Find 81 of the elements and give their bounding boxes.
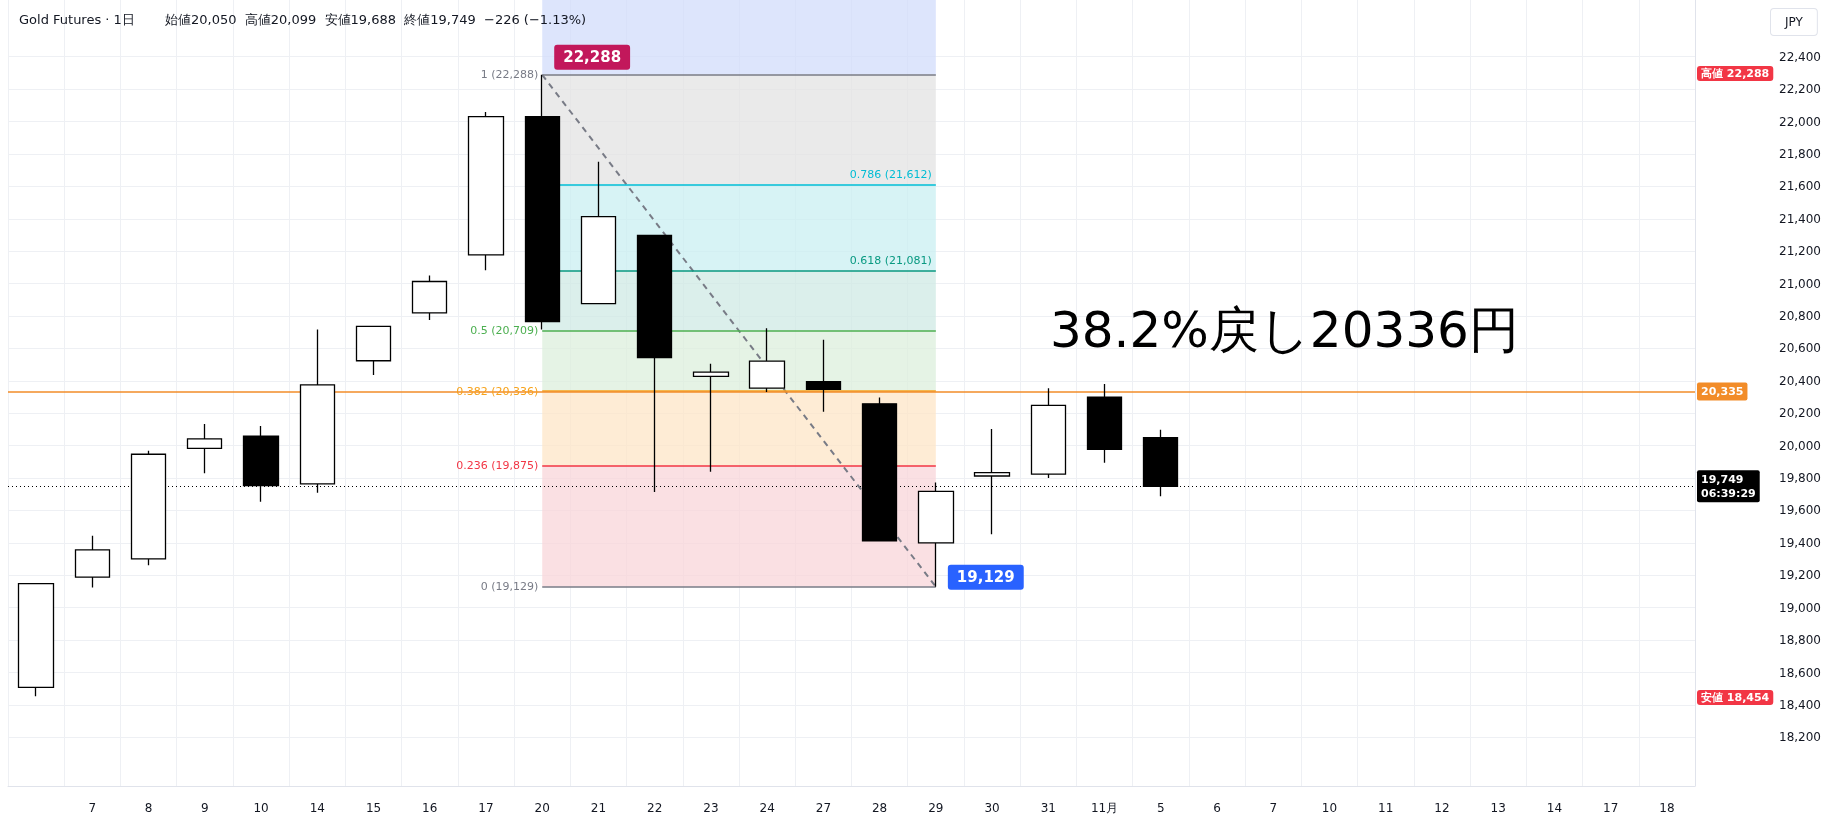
x-tick-label: 23	[703, 801, 719, 815]
candlestick	[580, 161, 617, 305]
text: Gold Futures · 1日	[19, 12, 135, 27]
candlestick	[130, 450, 167, 566]
y-tick-label: 22,000	[1779, 114, 1821, 129]
x-tick-label: 17	[478, 801, 494, 815]
text: 安値 18,454	[1701, 691, 1770, 704]
y-tick-label: 19,000	[1779, 600, 1821, 615]
x-tick-label: 12	[1434, 801, 1450, 815]
x-tick-label: 14	[1546, 801, 1563, 815]
x-tick-label: 6	[1213, 801, 1221, 815]
text: 高値 22,288	[1701, 67, 1770, 80]
x-tick-label: 31	[1040, 801, 1056, 815]
y-tick-label: 18,600	[1779, 665, 1821, 680]
x-tick-label: 10	[1321, 801, 1338, 815]
x-tick-label: 28	[871, 801, 888, 815]
candlestick	[1142, 428, 1179, 497]
ref-line-label: 0 (19,129)	[480, 580, 539, 594]
candlestick	[692, 363, 730, 473]
x-tick-label: 13	[1490, 801, 1506, 815]
candlestick	[1030, 387, 1067, 479]
y-tick-label: 18,800	[1779, 633, 1821, 648]
x-tick-label: 11月	[1090, 801, 1119, 815]
text: 始値20,050 高値20,099 安値19,688 終値19,749 −226 (−1.13%)	[165, 12, 587, 27]
x-tick-label: 18	[1659, 801, 1675, 815]
y-tick-label: 20,200	[1779, 406, 1821, 421]
x-tick-label: 29	[928, 801, 944, 815]
x-tick-label: 14	[309, 801, 325, 815]
candlestick	[1086, 383, 1123, 464]
x-tick-label: 30	[984, 801, 1000, 815]
y-tick-label: 21,600	[1779, 179, 1821, 194]
x-tick-label: 27	[815, 801, 832, 815]
y-tick-label: 19,800	[1779, 471, 1821, 486]
ref-line-label: 20,335	[1701, 384, 1744, 398]
x-tick-label: 24	[759, 801, 775, 815]
x-tick-label: 17	[1603, 801, 1619, 815]
x-tick-label: 22	[647, 801, 663, 815]
y-tick-label: 19,400	[1779, 535, 1821, 550]
x-tick-label: 5	[1156, 801, 1165, 815]
y-tick-label: 21,200	[1779, 244, 1821, 259]
ref-line-label: 0.618 (21,081)	[849, 254, 932, 268]
x-tick-label: 15	[365, 801, 382, 815]
y-tick-label: 18,400	[1779, 697, 1821, 712]
ref-line-label: 19,749 06:39:29	[1701, 472, 1756, 500]
candlestick	[17, 582, 55, 697]
x-tick-label: 10	[253, 801, 269, 815]
candlestick	[355, 325, 392, 376]
y-tick-label: 21,400	[1779, 211, 1821, 226]
x-tick-label: 7	[88, 801, 97, 815]
y-tick-label: 20,600	[1779, 341, 1821, 356]
y-tick-label: 20,800	[1779, 309, 1821, 324]
x-tick-label: 20	[534, 801, 550, 815]
y-tick-label: 19,600	[1779, 503, 1821, 518]
y-tick-label: 21,000	[1779, 276, 1821, 291]
candlestick	[805, 339, 842, 413]
y-tick-label: 22,400	[1779, 49, 1821, 64]
annotation: 22,288	[563, 48, 622, 67]
y-tick-label: 20,000	[1779, 438, 1821, 453]
annotation: 19,129	[956, 568, 1015, 587]
ref-line-label: 0.236 (19,875)	[456, 459, 539, 473]
candlestick	[411, 274, 448, 321]
ref-line-label: 1 (22,288)	[480, 68, 539, 82]
x-tick-label: 16	[422, 801, 438, 815]
candlestick	[467, 111, 505, 271]
y-tick-label: 18,200	[1779, 730, 1821, 745]
annotation: 38.2%戻し20336円	[1050, 301, 1519, 359]
y-tick-label: 22,200	[1779, 82, 1821, 97]
x-tick-label: 9	[201, 801, 209, 815]
x-tick-label: 21	[590, 801, 607, 815]
y-tick-label: 20,400	[1779, 373, 1821, 388]
x-tick-label: 8	[144, 801, 153, 815]
candlestick	[748, 327, 786, 393]
y-tick-label: 19,200	[1779, 568, 1821, 583]
x-tick-label: 11	[1378, 801, 1394, 815]
ref-line-label: 0.5 (20,709)	[470, 324, 539, 338]
candlestick	[74, 535, 111, 589]
x-tick-label: 7	[1269, 801, 1278, 815]
text: JPY	[1784, 15, 1804, 29]
candlestick	[186, 423, 223, 474]
ref-line-label: 0.786 (21,612)	[849, 168, 932, 182]
y-tick-label: 21,800	[1779, 146, 1821, 161]
